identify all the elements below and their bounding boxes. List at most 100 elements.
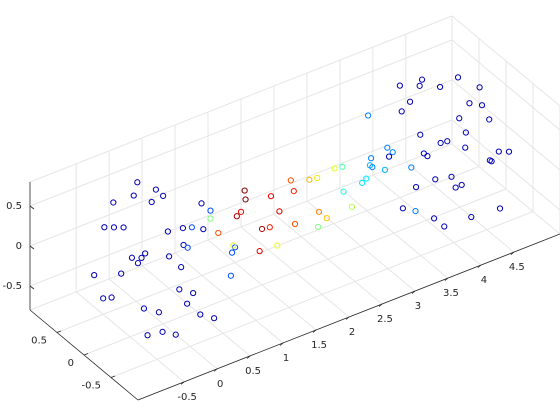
x-tick <box>279 342 284 346</box>
point <box>91 272 98 279</box>
point <box>458 181 465 189</box>
point <box>496 205 504 212</box>
point <box>108 294 115 301</box>
point <box>424 153 431 160</box>
point <box>381 166 389 173</box>
point <box>237 208 245 215</box>
point <box>448 173 455 180</box>
point <box>241 187 248 194</box>
point <box>101 224 108 231</box>
point <box>436 83 444 91</box>
point <box>138 254 145 261</box>
point <box>315 208 323 215</box>
grid-line <box>29 79 453 247</box>
point <box>207 207 214 214</box>
point <box>432 176 439 183</box>
point <box>266 224 273 231</box>
point <box>227 272 234 279</box>
point <box>462 144 469 151</box>
point <box>130 192 137 199</box>
point <box>340 188 347 195</box>
point <box>486 116 493 123</box>
grid-line <box>451 79 560 171</box>
x-tick-label: 4.5 <box>509 262 525 273</box>
point <box>164 228 171 235</box>
z-tick-label: -0.5 <box>2 281 22 292</box>
point <box>188 224 195 231</box>
x-tick <box>312 329 317 333</box>
x-tick-label: 3.5 <box>443 288 459 299</box>
point <box>468 213 475 221</box>
point <box>142 250 149 257</box>
point <box>385 153 393 160</box>
point <box>314 174 321 182</box>
point <box>399 205 406 212</box>
x-tick-label: -0.5 <box>177 392 197 403</box>
point <box>306 176 313 183</box>
x-tick-label: 2 <box>349 327 355 338</box>
point <box>444 138 451 145</box>
grid-line <box>29 119 453 287</box>
point <box>276 208 283 215</box>
point <box>140 305 148 312</box>
point <box>152 186 160 193</box>
point <box>359 179 366 187</box>
point <box>110 224 118 231</box>
point <box>396 82 403 89</box>
grid-line <box>110 211 534 378</box>
x-tick-label: 1.5 <box>311 340 327 351</box>
x-tick <box>246 355 251 359</box>
z-tick-label: 0.5 <box>6 201 22 212</box>
point <box>412 207 419 215</box>
point <box>198 200 205 207</box>
x-tick <box>345 316 350 320</box>
y-tick-label: 0 <box>68 358 74 369</box>
x-tick <box>510 251 515 255</box>
point <box>258 225 266 233</box>
point <box>420 150 427 157</box>
point <box>230 242 237 249</box>
point <box>456 115 463 122</box>
point <box>368 155 375 162</box>
z-tick <box>29 245 35 250</box>
point <box>339 163 346 170</box>
point <box>110 199 117 206</box>
x-tick <box>180 381 185 385</box>
point <box>398 108 405 115</box>
point <box>184 300 191 307</box>
point <box>148 198 155 206</box>
grid-line <box>83 188 507 356</box>
point <box>441 223 448 230</box>
point <box>179 224 187 232</box>
point <box>384 144 391 151</box>
point <box>505 148 513 155</box>
point <box>476 84 483 91</box>
point <box>366 162 374 169</box>
x-tick-label: 3 <box>415 301 421 312</box>
point <box>159 328 166 335</box>
point <box>207 215 214 222</box>
y-tick-label: -0.5 <box>81 381 101 392</box>
point <box>256 248 263 255</box>
point <box>200 226 207 233</box>
point <box>462 129 469 136</box>
point <box>184 244 191 251</box>
point <box>144 332 151 339</box>
point <box>430 215 438 222</box>
point <box>408 164 415 171</box>
point <box>314 223 322 231</box>
point <box>160 192 167 199</box>
point <box>365 112 372 119</box>
point <box>348 203 356 210</box>
x-tick <box>411 290 416 294</box>
point <box>323 215 330 222</box>
z-tick <box>29 205 35 210</box>
point <box>478 102 486 109</box>
point <box>178 264 185 271</box>
grid-line <box>56 166 480 333</box>
point <box>406 98 414 105</box>
point <box>242 196 249 203</box>
x-tick <box>213 368 218 372</box>
point <box>287 177 294 184</box>
